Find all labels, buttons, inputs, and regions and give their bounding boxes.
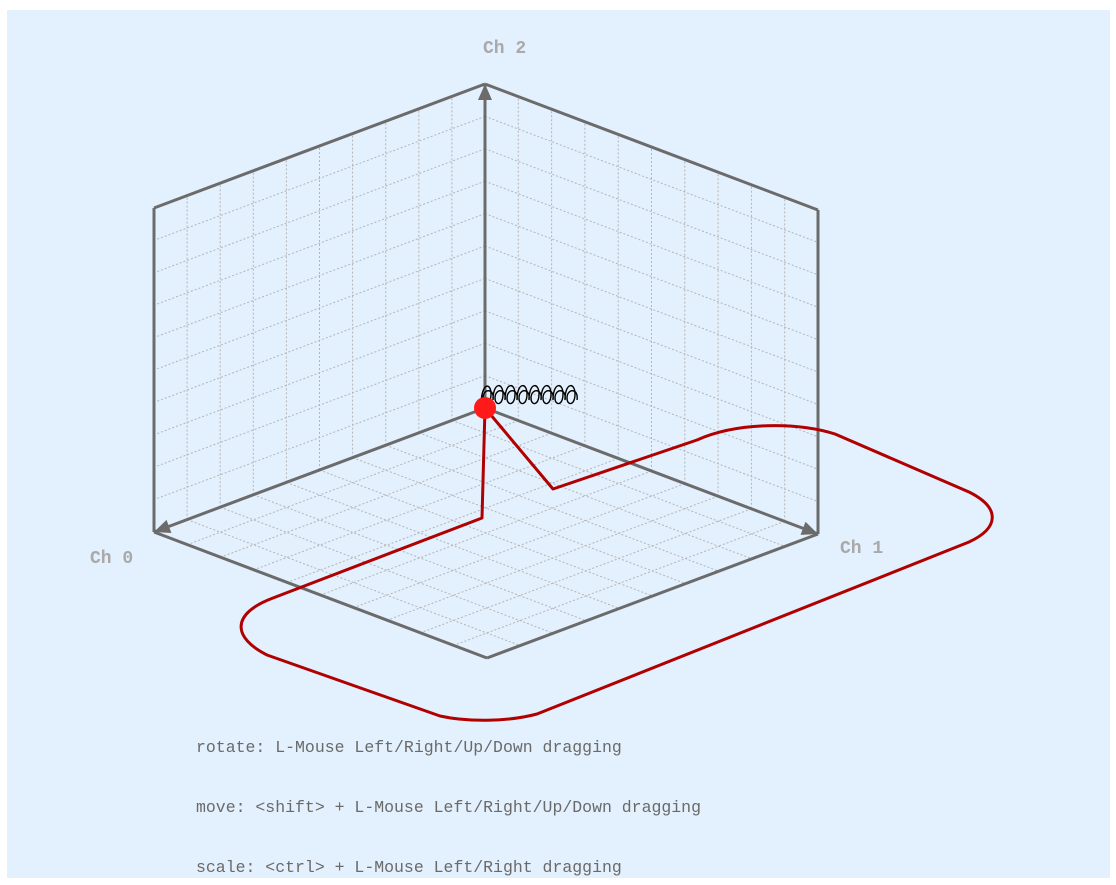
grid-lines (153, 96, 819, 647)
grid-line (484, 115, 819, 243)
axis-label-ch0: Ch 0 (90, 549, 133, 569)
grid-line (220, 506, 554, 634)
grid-line (320, 470, 652, 596)
grid-line (153, 213, 486, 339)
grid-line (386, 495, 719, 621)
help-rotate: rotate: L-Mouse Left/Right/Up/Down dragg… (196, 738, 622, 757)
triangle-arrow-icon (478, 84, 492, 100)
grid-line (385, 444, 719, 572)
trajectory-line (239, 407, 994, 722)
red-dot-icon (474, 397, 496, 419)
grid-line (319, 469, 653, 597)
grid-line (484, 310, 819, 438)
grid-line (220, 432, 552, 558)
3d-plot-viewport[interactable]: Ch 2 Ch 0 Ch 1 rotate: L-Mouse Left/Righ… (7, 10, 1110, 878)
triangle-arrow-icon (800, 521, 818, 535)
grid-line (484, 277, 819, 405)
grid-line (453, 520, 785, 646)
frame-edge (153, 530, 488, 660)
grid-line (153, 115, 486, 241)
frame-edge (153, 406, 486, 534)
grid-line (451, 419, 786, 547)
help-scale: scale: <ctrl> + L-Mouse Left/Right dragg… (196, 858, 622, 877)
grid-line (187, 420, 519, 546)
grid-line (418, 432, 752, 560)
3d-scene[interactable]: Ch 2 Ch 0 Ch 1 (7, 10, 1110, 878)
grid-line (484, 213, 819, 341)
frame-edge (153, 82, 486, 210)
controls-help: rotate: L-Mouse Left/Right/Up/Down dragg… (196, 698, 701, 878)
grid-line (253, 445, 586, 571)
grid-line (186, 519, 521, 647)
frame-edge (484, 82, 819, 212)
axis-label-ch2: Ch 2 (483, 39, 526, 59)
axis-arrows (154, 84, 818, 535)
trajectory-group (239, 407, 994, 722)
grid-line (153, 148, 486, 274)
grid-line (420, 508, 752, 634)
grid-line (286, 481, 620, 609)
grid-line (353, 483, 685, 609)
frame-edge (484, 406, 819, 536)
grid-line (484, 148, 819, 276)
grid-line (153, 180, 486, 306)
grid-line (484, 180, 819, 308)
frame-edge (486, 532, 819, 660)
grid-line (484, 375, 819, 503)
triangle-arrow-icon (154, 519, 172, 533)
spring-icon (480, 385, 578, 407)
grid-line (287, 457, 619, 583)
grid-line (484, 342, 819, 470)
grid-line (253, 494, 587, 622)
current-point (474, 385, 578, 419)
grid-line (484, 245, 819, 373)
axis-label-ch1: Ch 1 (840, 539, 883, 559)
help-move: move: <shift> + L-Mouse Left/Right/Up/Do… (196, 798, 701, 817)
axis-frame (152, 82, 820, 660)
grid-line (352, 457, 686, 585)
grid-line (153, 245, 486, 371)
